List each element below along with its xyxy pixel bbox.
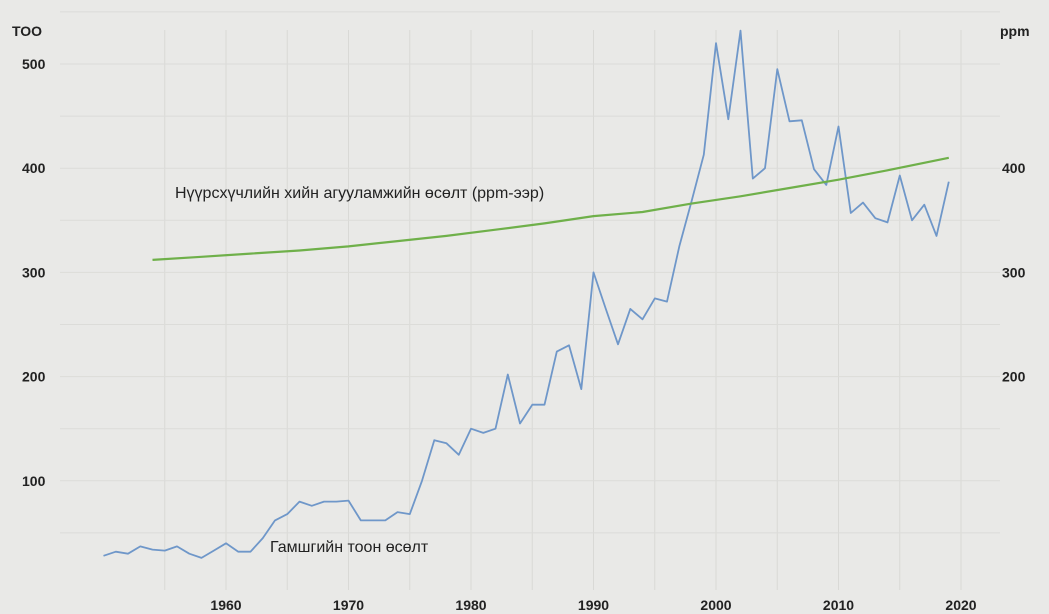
co2-concentration-line — [152, 156, 950, 261]
annotations: Нүүрсхүчлийн хийн агууламжийн өсөлт (ppm… — [175, 185, 544, 556]
left-tick-label: 400 — [22, 160, 46, 176]
left-tick-label: 300 — [22, 264, 46, 280]
disaster-series-annotation: Гамшгийн тоон өсөлт — [270, 539, 429, 556]
axes: ТОО ppm 1960 1970 1980 1990 2000 2010 2020 100 2… — [12, 23, 1030, 613]
x-tick-label: 2020 — [945, 597, 976, 613]
x-tick-label: 1970 — [333, 597, 364, 613]
series-lines — [103, 29, 950, 559]
right-axis-label: ppm — [1000, 23, 1030, 39]
left-tick-label: 500 — [22, 56, 46, 72]
x-tick-label: 1960 — [210, 597, 241, 613]
right-tick-label: 200 — [1002, 369, 1026, 385]
grid — [60, 11, 1000, 590]
disaster-count-line — [103, 29, 950, 559]
left-axis-label: ТОО — [12, 23, 42, 39]
co2-series-annotation: Нүүрсхүчлийн хийн агууламжийн өсөлт (ppm… — [175, 185, 544, 202]
left-tick-label: 100 — [22, 473, 46, 489]
x-tick-label: 1980 — [455, 597, 486, 613]
x-tick-label: 1990 — [578, 597, 609, 613]
left-tick-label: 200 — [22, 369, 46, 385]
x-tick-label: 2000 — [700, 597, 731, 613]
right-tick-label: 400 — [1002, 160, 1026, 176]
x-tick-label: 2010 — [823, 597, 854, 613]
right-tick-label: 300 — [1002, 264, 1026, 280]
